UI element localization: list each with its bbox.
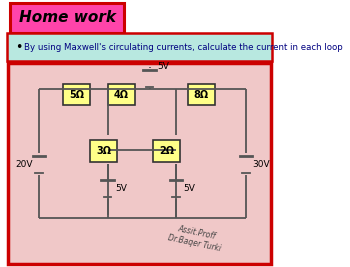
- FancyBboxPatch shape: [7, 33, 272, 61]
- FancyBboxPatch shape: [90, 140, 117, 162]
- FancyBboxPatch shape: [188, 84, 215, 105]
- FancyBboxPatch shape: [0, 0, 279, 267]
- Text: 5V: 5V: [115, 184, 127, 193]
- Text: 30V: 30V: [252, 160, 270, 169]
- Text: 2Ω: 2Ω: [159, 146, 174, 156]
- Text: 5V: 5V: [183, 184, 195, 193]
- FancyBboxPatch shape: [153, 140, 180, 162]
- Text: 4Ω: 4Ω: [114, 90, 129, 100]
- Text: 5V: 5V: [157, 62, 169, 71]
- FancyBboxPatch shape: [108, 84, 135, 105]
- FancyBboxPatch shape: [8, 63, 271, 264]
- Text: 20V: 20V: [15, 160, 33, 169]
- Text: By using Maxwell's circulating currents, calculate the current in each loop: By using Maxwell's circulating currents,…: [24, 43, 343, 52]
- FancyBboxPatch shape: [10, 3, 124, 33]
- Text: 5Ω: 5Ω: [69, 90, 84, 100]
- FancyBboxPatch shape: [63, 84, 90, 105]
- Text: Assit.Proff
Dr.Baqer Turki: Assit.Proff Dr.Baqer Turki: [167, 222, 224, 253]
- Text: 3Ω: 3Ω: [96, 146, 111, 156]
- Text: •: •: [15, 41, 23, 54]
- Text: Home work: Home work: [19, 10, 116, 25]
- Text: 8Ω: 8Ω: [194, 90, 209, 100]
